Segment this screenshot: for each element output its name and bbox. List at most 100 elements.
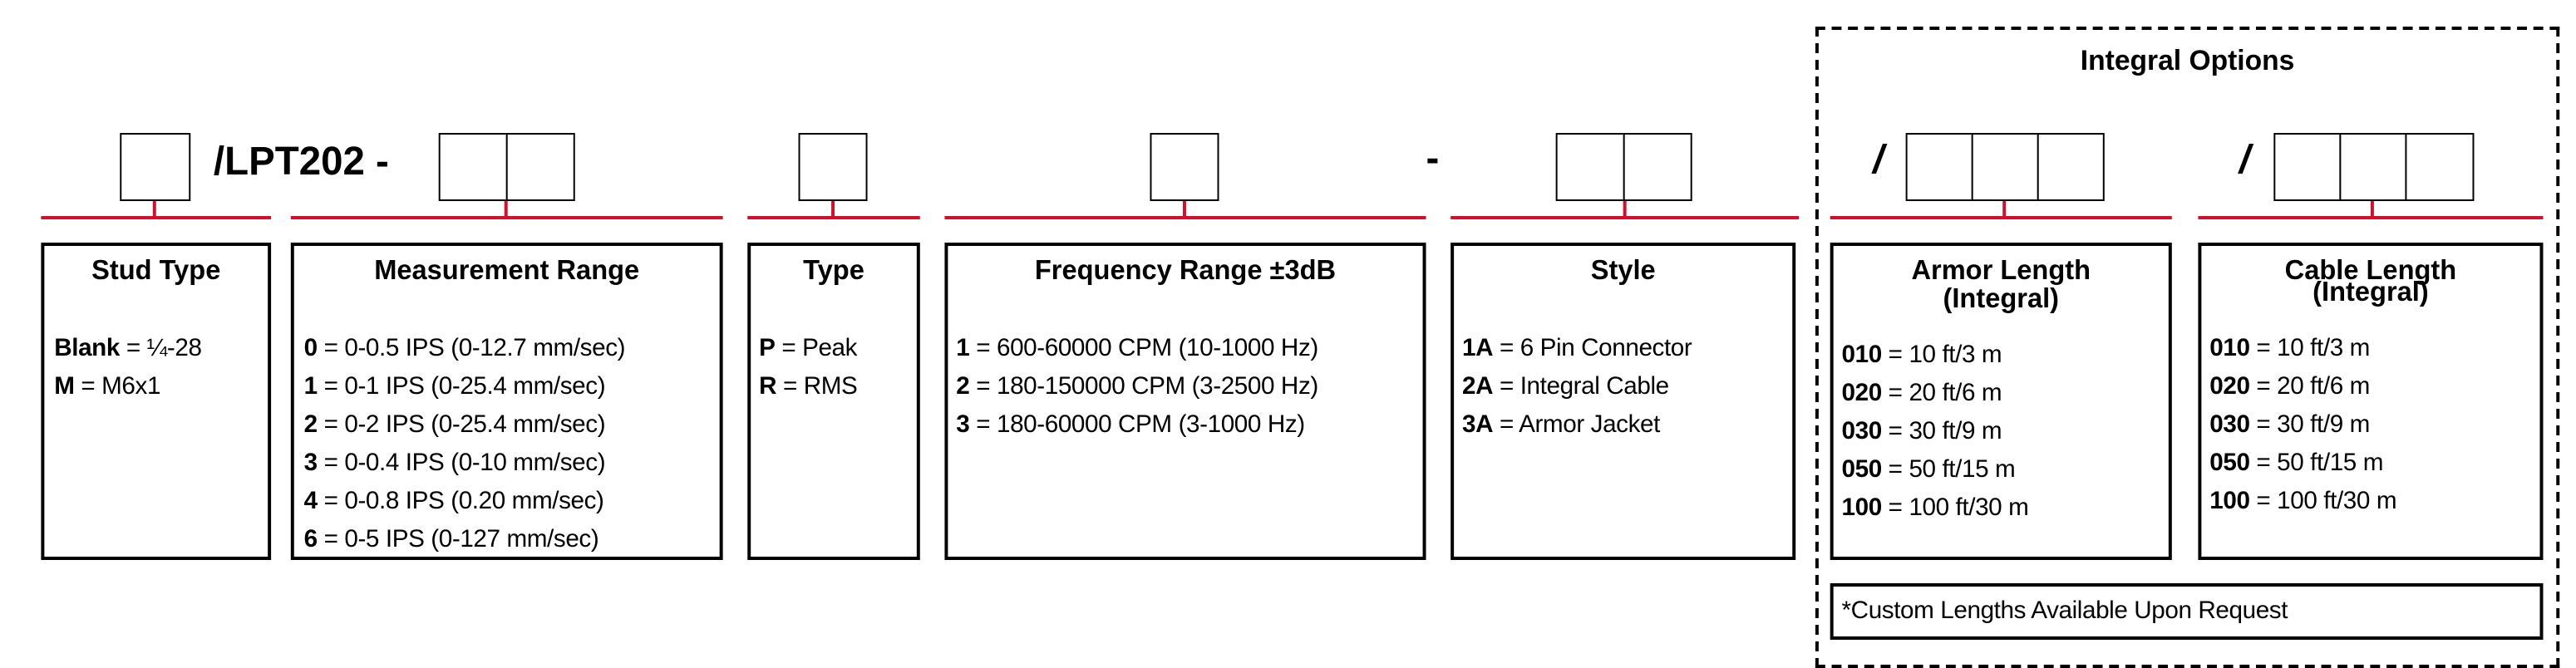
cable-slash: / <box>2239 138 2251 183</box>
option-row: 030 = 30 ft/9 m <box>2209 410 2370 439</box>
connector-stem <box>1183 201 1186 218</box>
option-row: 030 = 30 ft/9 m <box>1842 417 2002 445</box>
option-desc: = Peak <box>775 334 858 362</box>
option-desc: = Armor Jacket <box>1493 410 1660 439</box>
custom-lengths-note-box: *Custom Lengths Available Upon Request <box>1830 583 2544 640</box>
option-desc: = Integral Cable <box>1493 372 1669 400</box>
option-code: 050 <box>2209 449 2250 477</box>
option-row: 010 = 10 ft/3 m <box>2209 334 2370 362</box>
frequency-range-box: Frequency Range ±3dB 1 = 600-60000 CPM (… <box>944 243 1426 560</box>
option-code: 020 <box>1841 379 1883 407</box>
option-desc: = 0-0.4 IPS (0-10 mm/sec) <box>317 449 606 477</box>
option-code: 030 <box>2209 410 2250 439</box>
option-code: M <box>54 372 75 400</box>
option-row: 1 = 0-1 IPS (0-25.4 mm/sec) <box>304 372 606 400</box>
option-code: 1 <box>303 372 318 400</box>
option-code: 3A <box>1461 410 1494 439</box>
armor-slot-1 <box>1905 133 1973 201</box>
connector-line <box>944 216 1426 219</box>
option-code: 1 <box>956 334 970 362</box>
section-subtitle: (Integral) <box>2312 278 2429 307</box>
option-row: 020 = 20 ft/6 m <box>2209 372 2370 400</box>
option-row: 050 = 50 ft/15 m <box>2209 449 2383 477</box>
option-code: 020 <box>2209 372 2250 400</box>
option-desc: = 10 ft/3 m <box>1881 341 2002 369</box>
cable-slot-2 <box>2339 133 2407 201</box>
armor-slash: / <box>1873 138 1884 183</box>
option-code: Blank <box>54 334 120 362</box>
option-code: 2 <box>956 372 970 400</box>
option-code: 4 <box>303 487 318 515</box>
option-code: 010 <box>1841 341 1883 369</box>
cable-length-box: Cable Length (Integral) 010 = 10 ft/3 m … <box>2198 243 2544 560</box>
connector-line <box>1451 216 1800 219</box>
option-desc: = ¼-28 <box>119 334 202 362</box>
option-desc: = 30 ft/9 m <box>2249 410 2370 439</box>
option-desc: = 20 ft/6 m <box>1881 379 2002 407</box>
section-title: Armor Length <box>1911 256 2091 286</box>
section-title: Cable Length <box>2284 256 2457 286</box>
measurement-range-slot-2 <box>505 133 575 201</box>
section-title: Stud Type <box>91 256 221 286</box>
custom-lengths-note: *Custom Lengths Available Upon Request <box>1841 597 2288 625</box>
option-desc: = 0-0.5 IPS (0-12.7 mm/sec) <box>317 334 626 362</box>
option-row: 1 = 600-60000 CPM (10-1000 Hz) <box>956 334 1318 362</box>
type-box: Type P = Peak R = RMS <box>747 243 920 560</box>
connector-stem <box>504 201 508 218</box>
option-desc: = RMS <box>776 372 858 400</box>
option-desc: = 100 ft/30 m <box>2249 487 2397 515</box>
option-row: 3A = Armor Jacket <box>1462 410 1660 439</box>
integral-options-frame <box>1815 27 2560 668</box>
option-code: 100 <box>1841 494 1883 522</box>
frequency-slot <box>1150 133 1219 201</box>
connector-line <box>1830 216 2172 219</box>
option-desc: = 10 ft/3 m <box>2249 334 2370 362</box>
cable-slot-3 <box>2405 133 2475 201</box>
option-code: 2 <box>303 410 318 439</box>
option-row: 2A = Integral Cable <box>1462 372 1669 400</box>
option-row: 1A = 6 Pin Connector <box>1462 334 1692 362</box>
connector-stem <box>2002 201 2007 218</box>
option-desc: = 30 ft/9 m <box>1881 417 2002 445</box>
cable-slot-1 <box>2273 133 2342 201</box>
connector-stem <box>2370 201 2374 218</box>
option-row: 100 = 100 ft/30 m <box>2209 487 2396 515</box>
style-slot-2 <box>1623 133 1692 201</box>
option-code: P <box>759 334 776 362</box>
armor-slot-2 <box>1971 133 2039 201</box>
option-desc: = 20 ft/6 m <box>2249 372 2370 400</box>
connector-line <box>2198 216 2544 219</box>
option-code: 0 <box>303 334 318 362</box>
option-desc: = 0-1 IPS (0-25.4 mm/sec) <box>317 372 606 400</box>
connector-stem <box>831 201 835 218</box>
section-title: Type <box>803 256 864 286</box>
option-desc: = 180-60000 CPM (3-1000 Hz) <box>969 410 1305 439</box>
option-code: R <box>759 372 777 400</box>
separator-dash: - <box>1426 136 1440 181</box>
option-desc: = 50 ft/15 m <box>1881 455 2016 484</box>
option-desc: = 600-60000 CPM (10-1000 Hz) <box>969 334 1318 362</box>
style-slot-1 <box>1555 133 1625 201</box>
armor-slot-3 <box>2037 133 2105 201</box>
option-row: 010 = 10 ft/3 m <box>1842 341 2002 369</box>
option-code: 3 <box>303 449 318 477</box>
option-code: 6 <box>303 525 318 553</box>
option-row: M = M6x1 <box>54 372 160 400</box>
option-desc: = 0-5 IPS (0-127 mm/sec) <box>317 525 599 553</box>
option-desc: = 100 ft/30 m <box>1881 494 2029 522</box>
connector-line <box>290 216 723 219</box>
option-row: 2 = 0-2 IPS (0-25.4 mm/sec) <box>304 410 606 439</box>
option-row: 3 = 180-60000 CPM (3-1000 Hz) <box>956 410 1305 439</box>
option-row: R = RMS <box>759 372 858 400</box>
option-desc: = 180-150000 CPM (3-2500 Hz) <box>969 372 1318 400</box>
model-prefix: /LPT202 - <box>213 140 389 184</box>
measurement-range-box: Measurement Range 0 = 0-0.5 IPS (0-12.7 … <box>290 243 723 560</box>
option-code: 2A <box>1461 372 1494 400</box>
option-code: 050 <box>1841 455 1883 484</box>
option-code: 3 <box>956 410 970 439</box>
option-code: 1A <box>1461 334 1494 362</box>
section-title: Style <box>1590 256 1656 286</box>
option-row: 0 = 0-0.5 IPS (0-12.7 mm/sec) <box>303 334 626 362</box>
option-desc: = 0-2 IPS (0-25.4 mm/sec) <box>317 410 606 439</box>
connector-line <box>747 216 920 219</box>
